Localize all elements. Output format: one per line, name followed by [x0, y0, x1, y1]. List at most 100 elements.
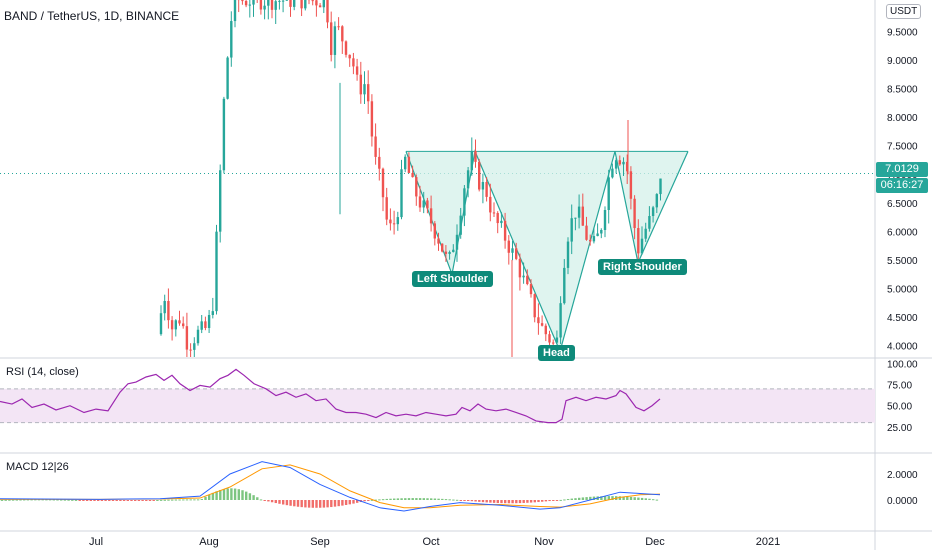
candle-body: [204, 321, 207, 329]
macd-hist-bar: [71, 499, 74, 501]
candle-body: [278, 0, 281, 2]
macd-hist-bar: [566, 499, 570, 501]
macd-hist-bar: [592, 496, 596, 500]
rsi-tick-label: 50.00: [887, 402, 912, 413]
macd-hist-bar: [226, 488, 229, 500]
candle-body: [196, 329, 200, 344]
candle-body: [463, 188, 466, 216]
macd-hist-bar: [574, 498, 577, 500]
macd-hist-bar: [585, 497, 588, 500]
candle-body: [503, 220, 507, 241]
candle-body: [618, 160, 621, 165]
candle-body: [367, 84, 370, 102]
macd-hist-bar: [378, 499, 381, 501]
macd-hist-bar: [381, 499, 385, 501]
candle-body: [293, 0, 296, 7]
candle-body: [500, 220, 503, 224]
candle-body: [300, 0, 303, 9]
macd-hist-bar: [637, 497, 640, 500]
candle-body: [626, 161, 629, 172]
macd-hist-bar: [352, 500, 355, 504]
macd-hist-bar: [82, 500, 85, 501]
candle-body: [411, 172, 414, 178]
candle-body: [252, 0, 255, 5]
macd-hist-bar: [367, 500, 370, 501]
rsi-tick-label: 100.00: [887, 359, 918, 370]
candle-body: [418, 196, 422, 208]
macd-hist-bar: [581, 497, 585, 500]
macd-hist-bar: [204, 496, 207, 500]
macd-hist-bar: [193, 499, 196, 501]
macd-hist-bar: [215, 491, 218, 500]
candle-body: [259, 0, 263, 10]
macd-hist-bar: [411, 498, 414, 500]
macd-hist-bar: [485, 500, 488, 503]
rsi-band: [0, 388, 875, 423]
macd-hist-bar: [293, 500, 296, 507]
candle-body: [333, 26, 337, 55]
macd-hist-bar: [0, 499, 4, 501]
candle-body: [285, 0, 288, 1]
macd-hist-bar: [178, 499, 181, 501]
candle-countdown: 06:16:27: [876, 178, 928, 193]
candle-body: [474, 150, 477, 162]
macd-hist-bar: [548, 500, 551, 502]
candle-body: [607, 177, 610, 210]
macd-hist-bar: [404, 498, 407, 500]
candle-body: [315, 0, 318, 6]
candle-body: [355, 66, 359, 75]
candle-body: [633, 198, 636, 229]
macd-hist-bar: [526, 500, 529, 503]
time-tick-label: Oct: [422, 536, 439, 548]
macd-hist-bar: [111, 500, 115, 501]
macd-hist-bar: [511, 500, 514, 504]
macd-hist-bar: [304, 500, 307, 508]
macd-hist-bar: [570, 498, 573, 500]
macd-hist-bar: [252, 495, 255, 500]
candle-body: [381, 168, 385, 198]
macd-hist-bar: [437, 498, 440, 500]
macd-hist-bar: [463, 500, 466, 501]
candle-body: [640, 238, 644, 254]
candle-body: [533, 294, 536, 318]
candle-body: [185, 326, 189, 350]
macd-hist-bar: [655, 499, 659, 501]
candle-body: [385, 197, 388, 220]
candle-body: [589, 239, 592, 242]
macd-hist-bar: [152, 500, 155, 501]
right-shoulder-label: Right Shoulder: [598, 259, 687, 275]
candle-body: [603, 209, 607, 231]
macd-hist-bar: [348, 500, 351, 505]
macd-hist-bar: [322, 500, 326, 508]
macd-hist-bar: [122, 500, 126, 501]
candle-body: [492, 212, 496, 214]
currency-button[interactable]: USDT: [886, 4, 922, 19]
macd-hist-bar: [174, 499, 178, 501]
candle-body: [407, 156, 411, 173]
macd-hist-bar: [467, 500, 470, 501]
candle-body: [478, 161, 481, 190]
macd-hist-bar: [145, 500, 148, 501]
candle-body: [400, 169, 403, 218]
candle-body: [518, 258, 522, 278]
candle-body: [178, 320, 181, 324]
macd-hist-bar: [119, 500, 122, 501]
macd-hist-bar: [130, 500, 133, 501]
macd-hist-bar: [611, 496, 614, 500]
macd-hist-bar: [148, 500, 152, 501]
macd-hist-bar: [222, 489, 226, 500]
macd-hist-bar: [622, 496, 625, 500]
time-tick-label: Aug: [199, 536, 219, 548]
macd-title[interactable]: MACD 12|26: [6, 461, 69, 473]
macd-hist-bar: [629, 496, 633, 500]
price-tick-label: 5.0000: [887, 284, 918, 295]
macd-hist-bar: [422, 498, 425, 500]
candle-body: [233, 0, 237, 22]
macd-hist-bar: [163, 499, 166, 501]
candle-body: [248, 4, 251, 6]
candle-body: [174, 320, 177, 330]
macd-hist-bar: [267, 500, 270, 502]
rsi-title[interactable]: RSI (14, close): [6, 366, 79, 378]
candle-body: [596, 233, 599, 237]
